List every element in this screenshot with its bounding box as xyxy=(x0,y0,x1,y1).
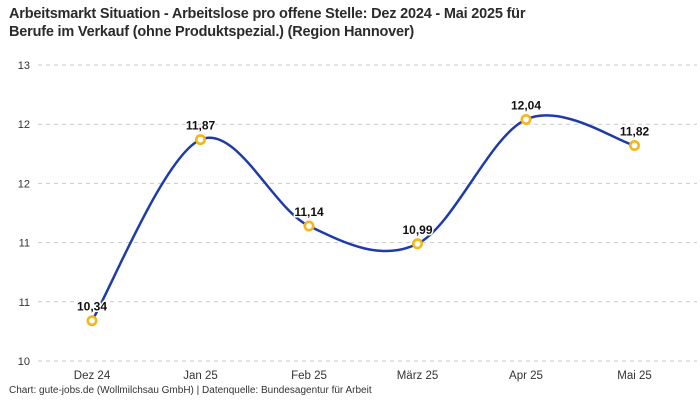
x-axis-tick-label: März 25 xyxy=(397,370,439,382)
chart-title-line-2: Berufe im Verkauf (ohne Produktspezial.)… xyxy=(9,24,414,40)
chart-title-line-1: Arbeitsmarkt Situation - Arbeitslose pro… xyxy=(9,6,526,22)
data-point-marker xyxy=(411,238,423,250)
data-point-label: 10,99 xyxy=(402,223,432,237)
data-point-marker xyxy=(520,113,532,125)
x-axis-tick-label: Mai 25 xyxy=(617,370,652,382)
data-point-label: 11,14 xyxy=(294,205,324,219)
x-axis-tick-label: Apr 25 xyxy=(509,370,543,382)
data-point-marker xyxy=(303,220,315,232)
attribution: Chart: gute-jobs.de (Wollmilchsau GmbH) … xyxy=(9,385,372,396)
y-axis-tick-label: 11 xyxy=(19,297,30,309)
series-line xyxy=(90,114,636,322)
data-point-label: 10,34 xyxy=(77,300,107,314)
data-point-marker xyxy=(195,134,207,146)
data-point-marker xyxy=(628,140,640,152)
y-axis-tick-label: 11 xyxy=(19,238,30,250)
x-axis-tick-label: Dez 24 xyxy=(74,370,111,382)
chart-title: Arbeitsmarkt Situation - Arbeitslose pro… xyxy=(9,5,694,41)
x-axis-tick-label: Feb 25 xyxy=(291,370,327,382)
data-point-marker xyxy=(86,315,98,327)
x-axis-tick-label: Jan 25 xyxy=(183,370,218,382)
data-point-label: 11,87 xyxy=(186,119,216,133)
data-point-label: 12,04 xyxy=(511,98,541,112)
y-axis-tick-label: 12 xyxy=(18,178,30,190)
y-axis-tick-label: 10 xyxy=(18,356,30,368)
data-point-label: 11,82 xyxy=(620,125,650,139)
y-axis-tick-label: 13 xyxy=(18,60,30,72)
y-axis-tick-label: 12 xyxy=(18,119,30,131)
